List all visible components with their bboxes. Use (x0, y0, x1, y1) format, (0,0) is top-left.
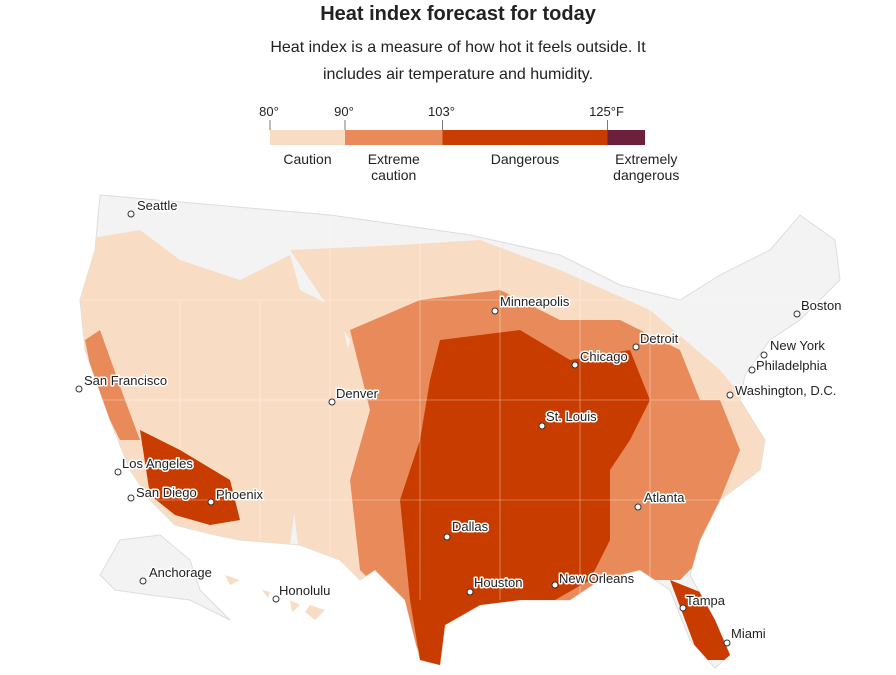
subtitle: Heat index is a measure of how hot it fe… (270, 39, 646, 83)
legend-label: Dangerous (490, 151, 560, 167)
city-label: Seattle (137, 198, 177, 213)
city-label: Honolulu (279, 583, 330, 598)
city-marker (127, 494, 135, 502)
legend-tick-label: 125°F (589, 104, 624, 119)
city-label: Atlanta (644, 490, 685, 505)
city-marker (760, 351, 768, 359)
city-marker (679, 604, 687, 612)
city-label: St. Louis (546, 409, 597, 424)
city-marker (632, 343, 640, 351)
city-label: Philadelphia (756, 358, 828, 373)
city-label: Tampa (686, 593, 726, 608)
city-marker (139, 577, 147, 585)
legend-label: Extreme caution (367, 151, 420, 183)
city-label: Detroit (640, 331, 679, 346)
legend-tick-label: 90° (334, 104, 354, 119)
city-marker (127, 210, 135, 218)
legend-band (442, 130, 608, 145)
city-marker (443, 533, 451, 541)
legend-band (270, 130, 345, 145)
city-marker (748, 366, 756, 374)
city-label: Minneapolis (500, 294, 570, 309)
legend-tick-label: 80° (259, 104, 279, 119)
hawaii (225, 575, 325, 620)
city-label: San Diego (136, 485, 197, 500)
dangerous-florida (670, 580, 740, 660)
city-marker (114, 468, 122, 476)
city-label: Chicago (580, 349, 628, 364)
city-marker (466, 588, 474, 596)
legend-label: Caution (283, 151, 332, 167)
city-marker (75, 385, 83, 393)
legend-band (345, 130, 443, 145)
title: Heat index forecast for today (320, 3, 596, 25)
city-label: Dallas (452, 519, 489, 534)
city-marker (491, 307, 499, 315)
city-label: New York (770, 338, 825, 353)
dangerous-region (400, 330, 650, 665)
extreme-caution-california (85, 330, 140, 440)
city-label: Phoenix (216, 487, 263, 502)
legend-label: Extremely dangerous (613, 151, 680, 183)
city-label: Houston (474, 575, 522, 590)
city-marker (571, 361, 579, 369)
city-label: Los Angeles (122, 456, 193, 471)
city-marker (723, 639, 731, 647)
city-label: New Orleans (559, 571, 635, 586)
city-marker (328, 398, 336, 406)
city-label: Anchorage (149, 565, 212, 580)
alaska (99, 534, 231, 621)
legend-band (607, 130, 645, 145)
city-label: Washington, D.C. (735, 383, 836, 398)
dangerous-southwest (140, 430, 240, 525)
city-label: Denver (336, 386, 379, 401)
city-marker (634, 503, 642, 511)
city-label: Miami (731, 626, 766, 641)
city-marker (538, 422, 546, 430)
state-lines (80, 215, 840, 600)
us-map (79, 194, 841, 669)
city-label: San Francisco (84, 373, 167, 388)
city-label: Boston (801, 298, 841, 313)
city-marker (551, 581, 559, 589)
city-marker (207, 498, 215, 506)
city-marker (726, 391, 734, 399)
legend-tick-label: 103° (428, 104, 455, 119)
city-marker (793, 310, 801, 318)
city-marker (272, 595, 280, 603)
